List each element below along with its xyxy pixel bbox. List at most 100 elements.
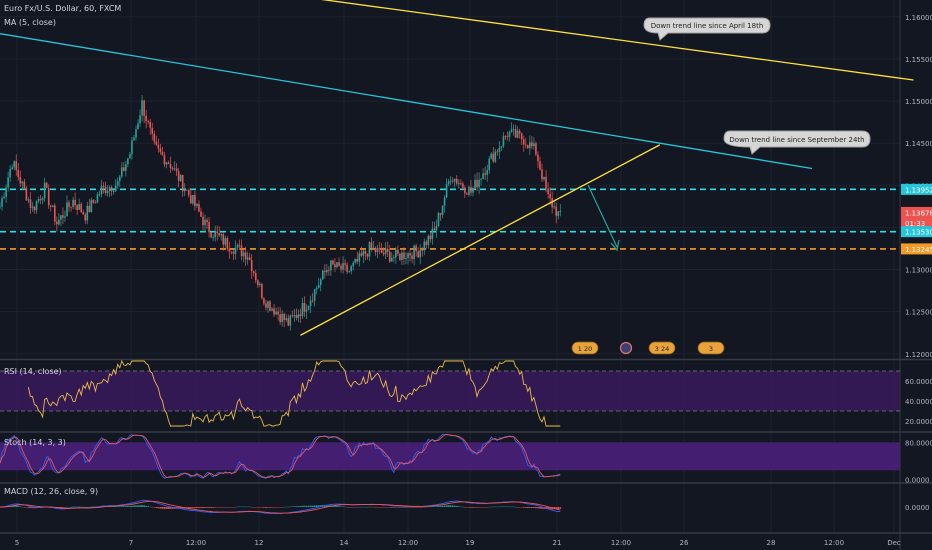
candle-body xyxy=(293,315,296,317)
macd-histogram-bar xyxy=(15,505,18,507)
macd-histogram-bar xyxy=(344,506,346,508)
projection-arrow[interactable] xyxy=(587,184,620,252)
stoch-pane xyxy=(0,433,561,479)
candle-body xyxy=(451,180,454,182)
candle-body xyxy=(539,161,541,170)
candle-body xyxy=(393,257,395,259)
event-markers[interactable]: 1 20 3 24 3 xyxy=(571,341,725,355)
price-tick: 1.12500 xyxy=(905,309,932,317)
candle-body xyxy=(472,187,474,193)
macd-histogram-bar xyxy=(311,505,314,507)
macd-histogram-bar xyxy=(110,506,113,507)
candle-body xyxy=(127,158,129,165)
candle-body xyxy=(411,255,413,259)
candle-body xyxy=(131,140,133,155)
macd-histogram-bar xyxy=(129,505,131,507)
macd-histogram-bar xyxy=(126,506,129,507)
candle-body xyxy=(212,237,214,238)
horizontal-levels[interactable] xyxy=(0,188,900,250)
price-label-box xyxy=(901,226,932,238)
macd-histogram-bar xyxy=(358,506,361,508)
candle-body xyxy=(557,211,560,216)
trendline-support[interactable] xyxy=(300,144,661,336)
candle-body xyxy=(271,308,273,311)
macd-histogram-bar xyxy=(407,507,409,508)
macd-histogram-bar xyxy=(31,507,34,509)
macd-histogram-bar xyxy=(230,507,233,508)
time-tick: 26 xyxy=(680,539,689,547)
event-marker[interactable]: 1 20 xyxy=(571,341,599,355)
rsi-line xyxy=(27,359,561,427)
candle-body xyxy=(427,235,430,245)
macd-histogram-bar xyxy=(236,506,239,508)
candle-body xyxy=(380,248,383,253)
macd-histogram-bar xyxy=(82,506,85,508)
macd-histogram-bar xyxy=(447,505,450,507)
macd-histogram-bar xyxy=(413,507,416,508)
candle-body xyxy=(486,170,488,175)
candle-body xyxy=(37,198,40,202)
candle-body xyxy=(547,188,549,195)
candle-body xyxy=(220,234,223,236)
candle-body xyxy=(151,127,154,134)
trendlines[interactable] xyxy=(0,0,914,336)
time-axis[interactable]: 5 7 12:00 12 14 12:00 19 21 12:00 26 28 12:00 Dec xyxy=(15,539,901,547)
trendline-september[interactable] xyxy=(0,33,813,170)
macd-histogram-bar xyxy=(376,507,379,508)
candle-body xyxy=(482,173,484,179)
candle-body xyxy=(62,215,64,218)
event-marker[interactable]: 3 24 xyxy=(648,341,676,355)
macd-histogram-bar xyxy=(415,507,418,508)
candle-body xyxy=(390,257,393,262)
macd-histogram-bar xyxy=(382,507,385,508)
candle-body xyxy=(313,289,316,301)
macd-histogram-bar xyxy=(342,506,344,508)
macd-histogram-bar xyxy=(165,507,168,510)
price-label-box xyxy=(901,206,932,218)
macd-histogram-bar xyxy=(21,506,24,508)
macd-histogram-bar xyxy=(277,507,280,508)
candle-body xyxy=(240,245,243,257)
macd-histogram-bar xyxy=(468,507,470,508)
macd-histogram-bar xyxy=(179,507,182,509)
time-tick: 7 xyxy=(129,539,133,547)
candle-body xyxy=(529,142,531,149)
macd-histogram-bar xyxy=(441,505,444,507)
annotation-september[interactable]: Down trend line since September 24th xyxy=(723,130,871,155)
candle-body xyxy=(447,181,450,185)
macd-histogram-bar xyxy=(232,507,235,508)
candle-body xyxy=(161,151,164,156)
candle-body xyxy=(214,231,216,238)
macd-histogram-bar xyxy=(287,506,290,508)
candle-body xyxy=(232,251,235,254)
annotation-april[interactable]: Down trend line since April 18th xyxy=(643,17,771,41)
macd-histogram-bar xyxy=(526,507,529,509)
macd-histogram-bar xyxy=(248,506,251,508)
candle-body xyxy=(248,257,251,261)
macd-histogram-bar xyxy=(84,507,87,508)
event-marker[interactable]: 3 xyxy=(697,341,725,355)
macd-histogram-bar xyxy=(390,507,393,508)
macd-histogram-bar xyxy=(281,507,284,508)
time-tick: 12:00 xyxy=(824,539,844,547)
candle-body xyxy=(301,302,304,317)
macd-histogram-bar xyxy=(222,507,225,508)
trendline-april[interactable] xyxy=(264,0,914,81)
macd-histogram-bar xyxy=(486,507,489,508)
macd-histogram-bar xyxy=(449,505,452,507)
macd-histogram-bar xyxy=(145,505,148,507)
candle-body xyxy=(334,264,336,268)
macd-histogram-bar xyxy=(518,507,521,508)
macd-histogram-bar xyxy=(220,507,223,508)
candle-body xyxy=(96,194,99,203)
candle-body xyxy=(457,183,460,185)
candle-body xyxy=(177,171,180,181)
candle-body xyxy=(187,190,190,196)
event-flag-icon[interactable] xyxy=(619,341,633,355)
macd-histogram-bar xyxy=(135,505,137,507)
macd-histogram-bar xyxy=(437,506,440,507)
macd-histogram-bar xyxy=(323,505,326,507)
time-tick: 12:00 xyxy=(186,539,206,547)
time-tick: 12 xyxy=(255,539,264,547)
